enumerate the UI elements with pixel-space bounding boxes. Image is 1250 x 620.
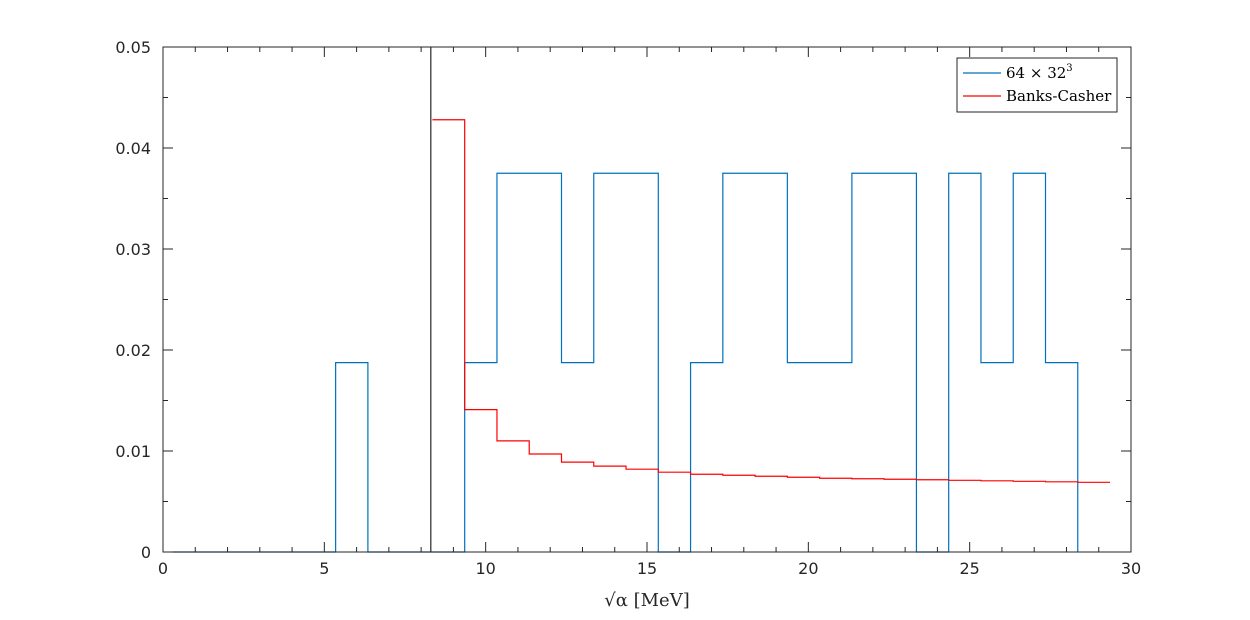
- y-tick-labels: 0 0.01 0.02 0.03 0.04 0.05: [115, 38, 151, 562]
- x-tick-label: 5: [319, 559, 329, 578]
- x-tick-label: 30: [1121, 559, 1141, 578]
- x-axis-label: √α [MeV]: [604, 590, 689, 611]
- x-tick-label: 10: [475, 559, 495, 578]
- legend-box: [956, 57, 1118, 113]
- legend-label-series-1-base: 64 × 32: [1006, 64, 1066, 82]
- y-tick-label: 0.04: [115, 139, 151, 158]
- legend: 64 × 323 Banks-Casher: [956, 57, 1118, 113]
- y-tick-label: 0.01: [115, 442, 151, 461]
- x-tick-labels: 0 5 10 15 20 25 30: [158, 559, 1141, 578]
- y-tick-label: 0.05: [115, 38, 151, 57]
- x-tick-label: 15: [637, 559, 657, 578]
- plot-area: [163, 47, 1131, 552]
- y-tick-label: 0.02: [115, 341, 151, 360]
- legend-label-series-2: Banks-Casher: [1006, 87, 1112, 105]
- legend-label-series-1: 64 × 323: [1006, 63, 1073, 82]
- x-tick-label: 20: [798, 559, 818, 578]
- legend-label-series-1-sup: 3: [1066, 63, 1072, 74]
- y-tick-label: 0: [141, 543, 151, 562]
- series-line-2: [432, 119, 1111, 483]
- series-layer: [172, 119, 1111, 553]
- ticks-layer: [162, 46, 1132, 553]
- y-tick-label: 0.03: [115, 240, 151, 259]
- x-tick-label: 0: [158, 559, 168, 578]
- x-tick-label: 25: [959, 559, 979, 578]
- series-line-1: [172, 172, 1079, 553]
